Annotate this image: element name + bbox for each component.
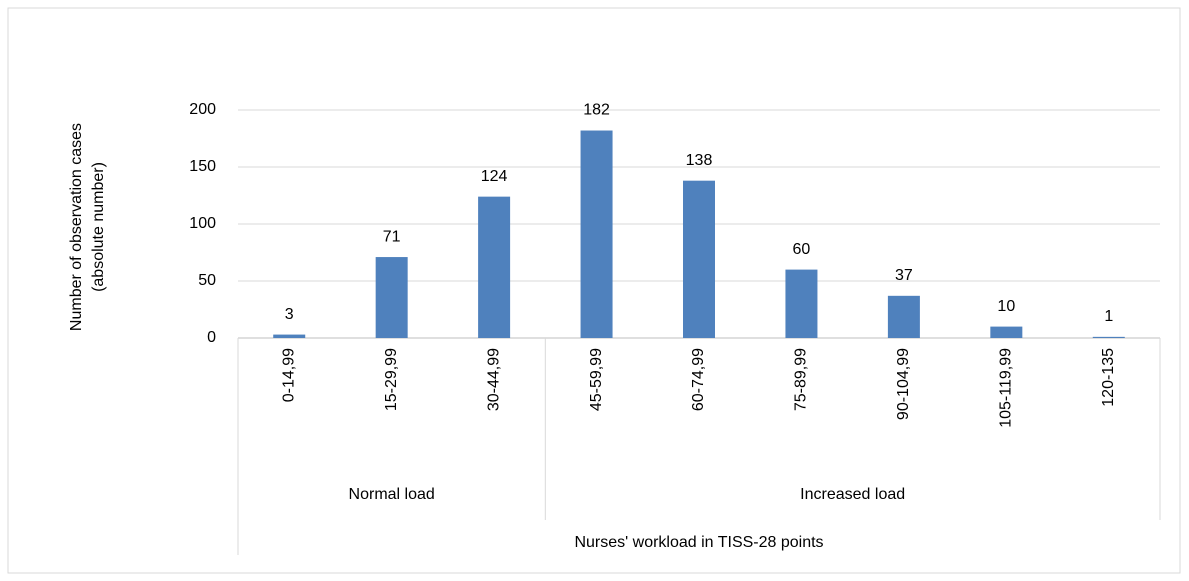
bar: [990, 326, 1023, 338]
bar: [375, 257, 408, 338]
x-axis-title: Nurses' workload in TISS-28 points: [574, 534, 823, 551]
group-label: Increased load: [800, 486, 905, 503]
data-label: 71: [383, 228, 401, 245]
data-label: 60: [793, 241, 811, 258]
x-tick-label: 105-119,99: [998, 348, 1015, 428]
bar: [887, 295, 920, 338]
y-axis-title: Number of observation cases (absolute nu…: [68, 122, 107, 332]
y-tick-label: 50: [198, 272, 216, 289]
y-tick-label: 150: [189, 158, 216, 175]
bar: [478, 196, 511, 338]
x-tick-label: 60-74,99: [690, 348, 707, 411]
x-tick-label: 30-44,99: [485, 348, 502, 411]
x-tick-label: 45-59,99: [588, 348, 605, 411]
y-tick-label: 100: [189, 215, 216, 232]
bar: [273, 334, 306, 338]
y-tick-label: 200: [189, 101, 216, 118]
x-tick-label: 0-14,99: [280, 348, 297, 402]
bar: [785, 269, 818, 338]
bar: [683, 180, 715, 338]
data-label: 124: [481, 168, 508, 185]
x-tick-label: 120-135: [1100, 348, 1117, 407]
x-tick-label: 75-89,99: [793, 348, 810, 411]
bar: [1092, 336, 1125, 338]
data-label: 37: [895, 267, 913, 284]
data-label: 1: [1104, 308, 1113, 325]
bar: [580, 130, 613, 338]
x-tick-label: 15-29,99: [383, 348, 400, 411]
group-label: Normal load: [349, 486, 435, 503]
data-label: 182: [583, 102, 610, 119]
x-tick-label: 90-104,99: [895, 348, 912, 420]
data-label: 10: [997, 298, 1015, 315]
data-label: 3: [285, 306, 294, 323]
data-label: 138: [686, 152, 713, 169]
y-tick-label: 0: [207, 329, 216, 346]
